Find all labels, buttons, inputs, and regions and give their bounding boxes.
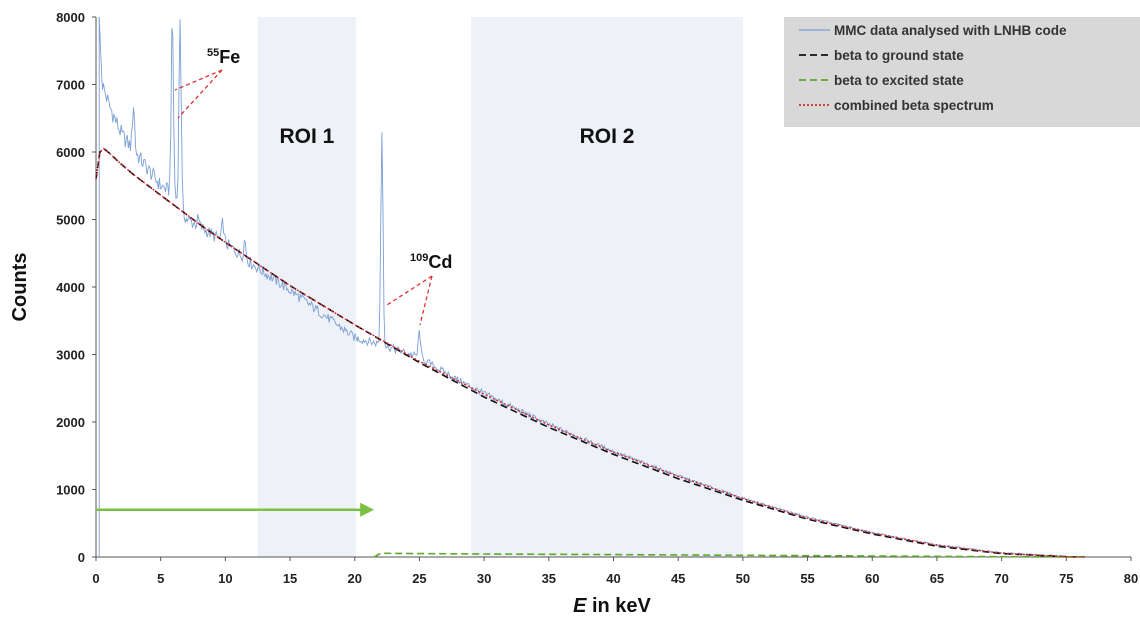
isotope-element: Cd: [428, 252, 452, 272]
roi-region-2: [471, 17, 743, 557]
x-tick-label: 20: [348, 571, 362, 586]
x-tick-label: 25: [412, 571, 426, 586]
isotope-label-fe: 55Fe: [207, 47, 240, 67]
x-tick-label: 80: [1124, 571, 1138, 586]
annotation-pointer-cd: [386, 275, 433, 306]
series-lines: [95, 16, 1085, 558]
annotation-pointer-cd: [419, 275, 433, 326]
isotope-mass-number: 109: [410, 252, 428, 264]
x-tick-label: 40: [606, 571, 620, 586]
series-line-beta-ground: [95, 147, 1085, 558]
x-tick-label: 30: [477, 571, 491, 586]
y-tick-label: 4000: [56, 280, 85, 295]
x-tick-label: 65: [930, 571, 944, 586]
x-tick-label: 45: [671, 571, 685, 586]
x-tick-label: 15: [283, 571, 297, 586]
roi-label-2: ROI 2: [580, 125, 635, 148]
x-tick-label: 55: [800, 571, 814, 586]
y-tick-label: 5000: [56, 213, 85, 228]
annotation-pointer-fe: [174, 69, 223, 91]
roi-label-1: ROI 1: [279, 125, 334, 148]
y-tick-label: 7000: [56, 78, 85, 93]
x-tick-label: 5: [157, 571, 164, 586]
y-axis-title: Counts: [9, 253, 31, 322]
arrow-head: [360, 502, 375, 517]
y-tick-label: 6000: [56, 145, 85, 160]
arrow: [96, 502, 375, 517]
y-tick-label: 8000: [56, 10, 85, 25]
x-tick-label: 0: [92, 571, 99, 586]
annotations: 55Fe 109Cd: [174, 47, 452, 326]
x-axis-title-italic: E: [573, 595, 587, 617]
series-line-mmc-data: [98, 16, 1084, 558]
x-axis-title: E in keV: [573, 595, 651, 617]
y-tick-label: 2000: [56, 415, 85, 430]
x-tick-label: 35: [542, 571, 556, 586]
y-tick-label: 1000: [56, 483, 85, 498]
x-tick-label: 75: [1059, 571, 1073, 586]
legend-label: combined beta spectrum: [834, 98, 994, 113]
x-tick-label: 50: [736, 571, 750, 586]
x-axis-title-rest: in keV: [586, 595, 651, 617]
x-tick-label: 10: [218, 571, 232, 586]
isotope-label-cd: 109Cd: [410, 252, 452, 272]
y-tick-label: 0: [78, 550, 85, 565]
isotope-mass-number: 55: [207, 47, 219, 59]
legend: MMC data analysed with LNHB code beta to …: [784, 17, 1140, 127]
isotope-element: Fe: [219, 47, 240, 67]
x-tick-label: 60: [865, 571, 879, 586]
series-line-combined: [95, 147, 1085, 558]
y-tick-labels: 0 1000 2000 3000 4000 5000 6000 7000 8000: [56, 10, 85, 565]
y-tick-label: 3000: [56, 348, 85, 363]
x-tick-label: 70: [994, 571, 1008, 586]
legend-label: beta to ground state: [834, 48, 964, 63]
annotation-pointer-fe: [177, 69, 223, 119]
roi-region-1: [257, 17, 357, 557]
legend-label: MMC data analysed with LNHB code: [834, 23, 1067, 38]
series-line-beta-excited: [373, 552, 1085, 558]
roi-regions: ROI 1 ROI 2: [257, 17, 743, 557]
x-tick-labels: 0 5 10 15 20 25 30 35 40 45 50 55 60 65 70 75 80: [92, 571, 1138, 586]
legend-label: beta to excited state: [834, 73, 964, 88]
legend-box: [784, 17, 1140, 127]
